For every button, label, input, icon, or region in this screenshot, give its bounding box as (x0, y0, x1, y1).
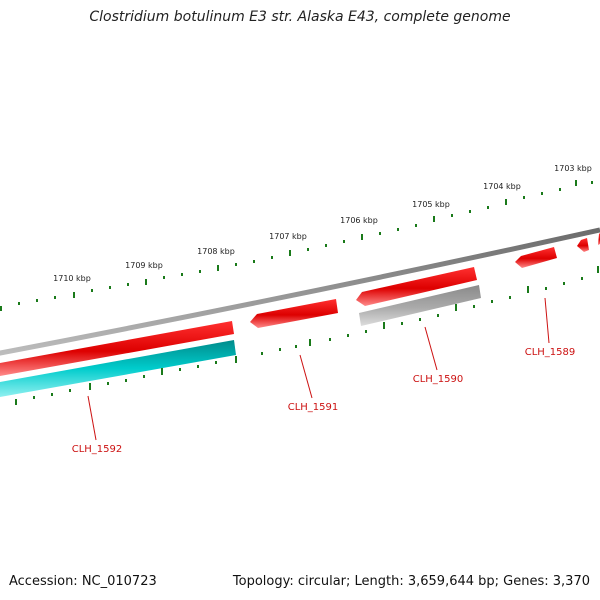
topology-text: Topology: circular; Length: 3,659,644 bp… (232, 574, 590, 589)
outer-ruler (0, 180, 593, 311)
gene-feature-clh-1592-forward[interactable] (0, 321, 234, 376)
ruler-label: 1710 kbp (53, 274, 91, 283)
callout-clh-1590 (424, 326, 438, 371)
gene-label-clh-1591: CLH_1591 (288, 402, 339, 413)
gene-feature-clh-1591[interactable] (250, 299, 338, 328)
gene-feature-clh-1590[interactable] (359, 285, 481, 326)
ruler-label: 1707 kbp (269, 232, 307, 241)
ruler-label: 1709 kbp (125, 261, 163, 270)
gene-callouts (87, 297, 550, 441)
gene-label-clh-1589: CLH_1589 (525, 347, 576, 358)
accession-text: Accession: NC_010723 (9, 574, 157, 589)
map-title: Clostridium botulinum E3 str. Alaska E43… (89, 9, 511, 25)
forward-strand-track (0, 233, 600, 376)
gene-feature-clh-1590-forward[interactable] (356, 267, 477, 306)
inner-ruler (15, 266, 599, 405)
gene-label-clh-1592: CLH_1592 (72, 444, 123, 455)
gene-feature-clh-1589[interactable] (515, 247, 557, 268)
gene-feature-small[interactable] (577, 238, 589, 252)
gene-feature-clh-1592[interactable] (0, 340, 236, 397)
ruler-label: 1706 kbp (340, 216, 378, 225)
ruler-label: 1705 kbp (412, 200, 450, 209)
ruler-label: 1708 kbp (197, 247, 235, 256)
callout-clh-1591 (299, 354, 313, 399)
callout-clh-1589 (544, 297, 550, 344)
genome-backbone (0, 227, 600, 356)
ruler-label: 1703 kbp (554, 164, 592, 173)
ruler-label: 1704 kbp (483, 182, 521, 191)
callout-clh-1592 (87, 395, 97, 441)
reverse-strand-track (0, 285, 481, 397)
gene-label-clh-1590: CLH_1590 (413, 374, 464, 385)
